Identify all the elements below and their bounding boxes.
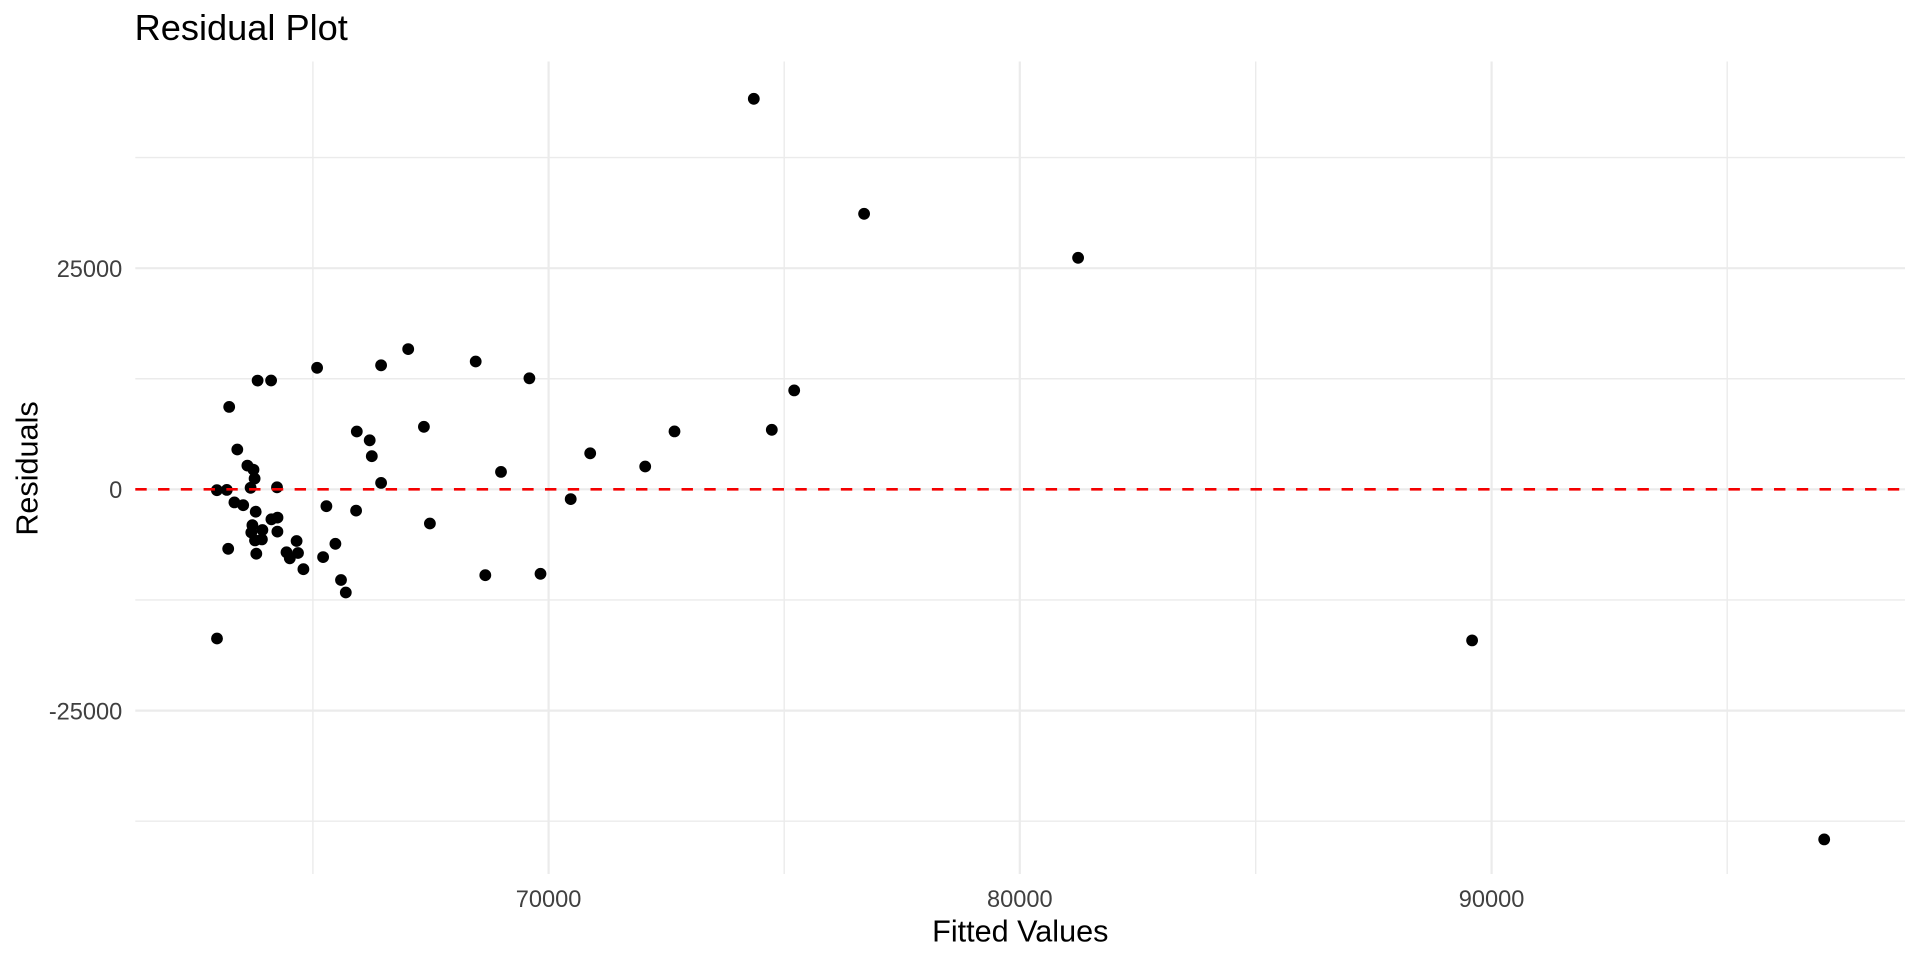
svg-text:80000: 80000 — [987, 887, 1053, 913]
svg-text:-25000: -25000 — [49, 699, 122, 725]
svg-text:Fitted Values: Fitted Values — [932, 914, 1108, 948]
svg-text:Residual Plot: Residual Plot — [135, 7, 348, 48]
svg-text:0: 0 — [109, 478, 122, 504]
svg-text:70000: 70000 — [516, 887, 582, 913]
svg-text:Residuals: Residuals — [10, 401, 44, 535]
svg-text:25000: 25000 — [57, 257, 123, 283]
svg-text:90000: 90000 — [1459, 887, 1525, 913]
